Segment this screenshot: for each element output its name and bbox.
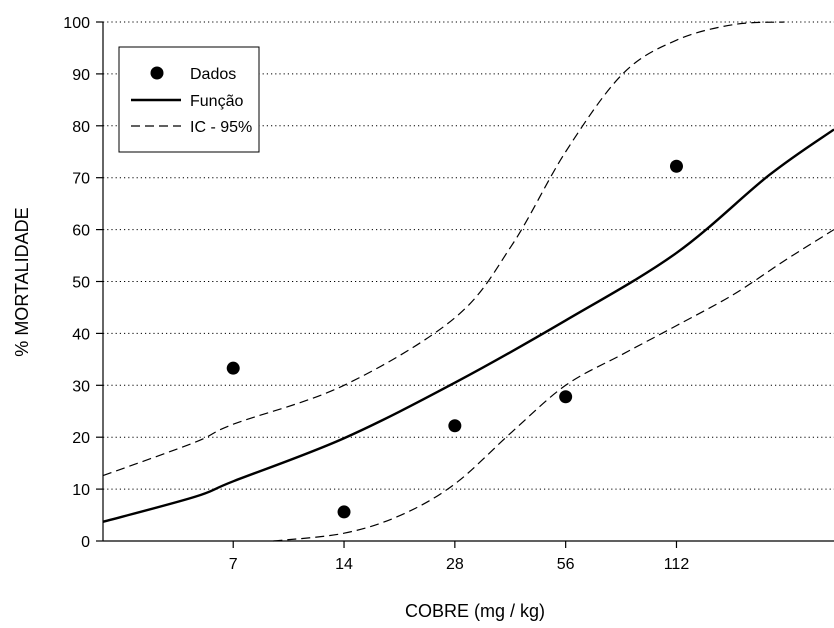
data-point-7 <box>226 361 240 375</box>
x-tick-label-112: 112 <box>664 556 690 573</box>
legend-label-funcao: Função <box>190 93 243 110</box>
x-tick-label-7: 7 <box>229 556 238 573</box>
data-point-14 <box>337 505 351 519</box>
x-tick-label-28: 28 <box>446 556 464 573</box>
y-tick-label-80: 80 <box>72 119 90 136</box>
data-point-56 <box>559 390 573 404</box>
y-tick-label-20: 20 <box>72 430 90 447</box>
x-tick-label-14: 14 <box>335 556 353 573</box>
legend: Dados Função IC - 95% <box>118 46 260 153</box>
y-tick-label-40: 40 <box>72 326 90 343</box>
y-tick-label-50: 50 <box>72 275 90 292</box>
series-line-funcao <box>102 128 834 523</box>
data-point-28 <box>448 419 462 433</box>
y-axis-title: % MORTALIDADE <box>12 207 32 356</box>
series-layer <box>102 21 834 542</box>
x-axis-title: COBRE (mg / kg) <box>405 601 545 621</box>
y-tick-label-60: 60 <box>72 223 90 240</box>
ticks: 0 10 20 30 40 50 60 70 80 90 100 7 14 28 56 112 <box>63 15 689 573</box>
data-point-112 <box>669 159 683 173</box>
legend-label-dados: Dados <box>190 66 236 83</box>
x-tick-label-56: 56 <box>557 556 575 573</box>
series-line-ic_lower <box>273 229 834 542</box>
gridlines <box>103 21 834 490</box>
y-tick-label-100: 100 <box>63 15 90 32</box>
y-tick-label-10: 10 <box>72 482 90 499</box>
legend-marker-dados <box>150 66 164 80</box>
y-tick-label-30: 30 <box>72 378 90 395</box>
series-line-ic_upper <box>102 21 785 477</box>
y-tick-label-70: 70 <box>72 171 90 188</box>
y-tick-label-0: 0 <box>81 534 90 551</box>
y-tick-label-90: 90 <box>72 67 90 84</box>
legend-label-ic: IC - 95% <box>190 119 252 136</box>
